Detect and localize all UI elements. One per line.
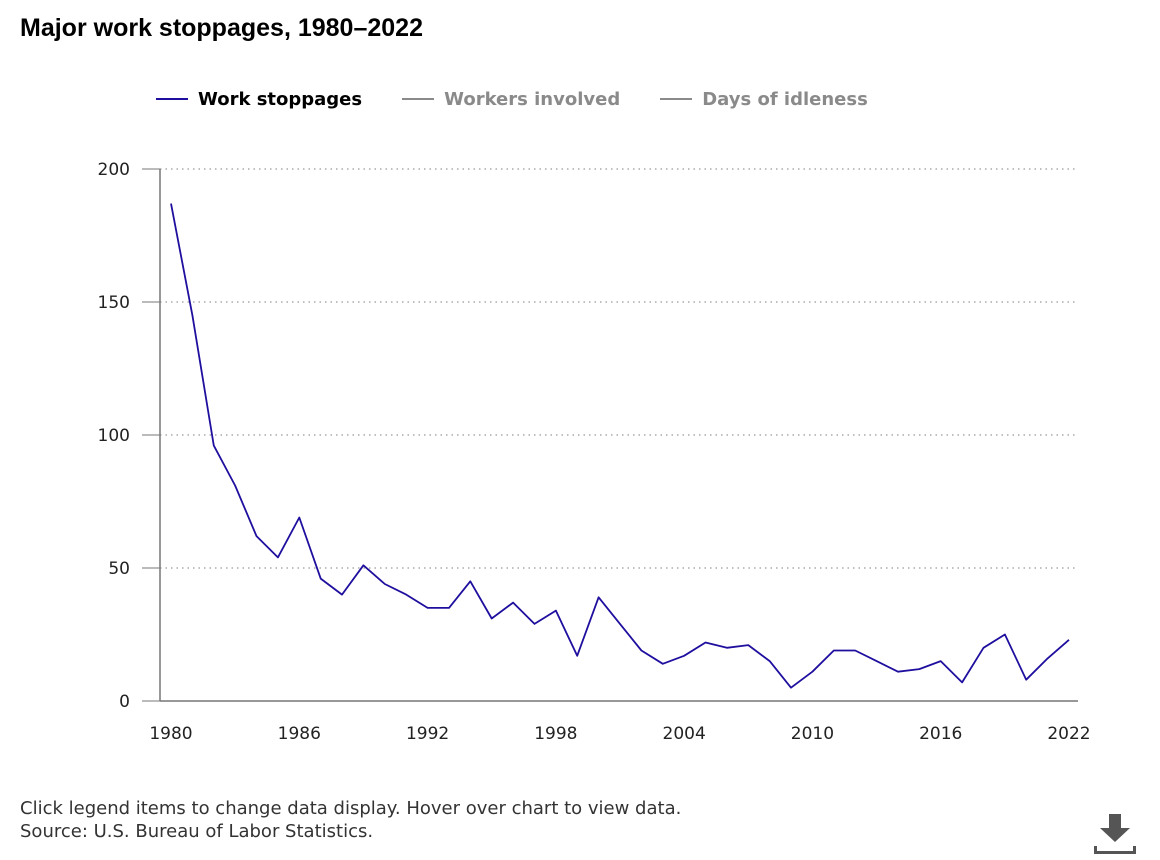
download-icon[interactable] bbox=[1092, 812, 1138, 856]
legend: Work stoppages Workers involved Days of … bbox=[156, 86, 908, 112]
data-point-1991[interactable] bbox=[401, 590, 411, 600]
tick-label-y-100: 100 bbox=[98, 426, 130, 446]
tick-label-x-1980: 1980 bbox=[149, 724, 192, 744]
data-point-1984[interactable] bbox=[252, 531, 262, 541]
gridlines bbox=[160, 168, 1078, 569]
tick-label-x-1998: 1998 bbox=[534, 724, 577, 744]
data-point-1983[interactable] bbox=[230, 481, 240, 491]
legend-label-work-stoppages: Work stoppages bbox=[198, 88, 363, 110]
data-point-1997[interactable] bbox=[529, 619, 539, 629]
tick-label-x-1992: 1992 bbox=[406, 724, 449, 744]
data-point-1986[interactable] bbox=[294, 512, 304, 522]
legend-swatch-days-of-idleness bbox=[660, 98, 693, 100]
tick-label-y-150: 150 bbox=[98, 293, 130, 313]
data-point-1985[interactable] bbox=[273, 552, 283, 562]
data-point-2001[interactable] bbox=[615, 619, 625, 629]
data-point-2004[interactable] bbox=[679, 651, 689, 661]
data-point-1989[interactable] bbox=[358, 560, 368, 570]
tick-label-y-50: 50 bbox=[108, 559, 130, 579]
data-point-2016[interactable] bbox=[936, 656, 946, 666]
data-point-2020[interactable] bbox=[1021, 675, 1031, 685]
tick-label-x-2004: 2004 bbox=[663, 724, 706, 744]
data-point-1995[interactable] bbox=[487, 614, 497, 624]
data-point-2000[interactable] bbox=[594, 592, 604, 602]
source-text: Source: U.S. Bureau of Labor Statistics. bbox=[20, 821, 374, 842]
legend-swatch-work-stoppages bbox=[156, 98, 188, 100]
data-point-2009[interactable] bbox=[786, 683, 796, 693]
data-point-1990[interactable] bbox=[380, 579, 390, 589]
tick-label-x-2016: 2016 bbox=[919, 724, 962, 744]
data-point-2017[interactable] bbox=[957, 677, 967, 687]
data-point-1994[interactable] bbox=[465, 576, 475, 586]
data-point-1996[interactable] bbox=[508, 598, 518, 608]
data-point-2007[interactable] bbox=[743, 640, 753, 650]
legend-item-work-stoppages[interactable]: Work stoppages bbox=[156, 89, 362, 110]
data-point-2014[interactable] bbox=[893, 667, 903, 677]
data-point-1987[interactable] bbox=[316, 574, 326, 584]
line-chart[interactable]: 0 50 100 150 200 1980 1986 1992 1998 2004 2010 2016… bbox=[0, 0, 1160, 790]
data-point-2010[interactable] bbox=[807, 667, 817, 677]
data-point-1981[interactable] bbox=[187, 310, 197, 320]
tick-label-x-1986: 1986 bbox=[278, 724, 321, 744]
axes: 0 50 100 150 200 1980 1986 1992 1998 2004 2010 2016… bbox=[98, 160, 1091, 744]
legend-item-workers-involved[interactable]: Workers involved bbox=[402, 89, 620, 110]
data-point-2013[interactable] bbox=[872, 656, 882, 666]
data-point-1998[interactable] bbox=[551, 606, 561, 616]
data-point-2006[interactable] bbox=[722, 643, 732, 653]
tick-label-y-200: 200 bbox=[98, 160, 130, 180]
data-point-2015[interactable] bbox=[914, 664, 924, 674]
data-point-2003[interactable] bbox=[658, 659, 668, 669]
chart-title: Major work stoppages, 1980–2022 bbox=[20, 14, 423, 42]
data-point-1992[interactable] bbox=[423, 603, 433, 613]
data-point-2022[interactable] bbox=[1064, 635, 1074, 645]
legend-label-workers-involved: Workers involved bbox=[444, 88, 621, 110]
legend-item-days-of-idleness[interactable]: Days of idleness bbox=[660, 89, 868, 110]
tick-label-x-2022: 2022 bbox=[1047, 724, 1090, 744]
data-point-1988[interactable] bbox=[337, 590, 347, 600]
tick-label-x-2010: 2010 bbox=[791, 724, 834, 744]
data-point-2021[interactable] bbox=[1043, 653, 1053, 663]
legend-swatch-workers-involved bbox=[402, 98, 435, 100]
instructions-text: Click legend items to change data displa… bbox=[20, 798, 682, 819]
data-point-1980[interactable] bbox=[166, 199, 176, 209]
tick-label-y-0: 0 bbox=[119, 692, 130, 712]
data-point-2018[interactable] bbox=[978, 643, 988, 653]
series-lines bbox=[166, 199, 1074, 693]
data-point-1982[interactable] bbox=[209, 441, 219, 451]
data-point-2011[interactable] bbox=[829, 645, 839, 655]
data-point-2012[interactable] bbox=[850, 645, 860, 655]
data-point-2002[interactable] bbox=[636, 645, 646, 655]
legend-label-days-of-idleness: Days of idleness bbox=[702, 88, 868, 110]
data-point-2019[interactable] bbox=[1000, 630, 1010, 640]
data-point-2005[interactable] bbox=[701, 637, 711, 647]
data-point-1993[interactable] bbox=[444, 603, 454, 613]
data-point-1999[interactable] bbox=[572, 651, 582, 661]
footnote: Click legend items to change data displa… bbox=[20, 797, 681, 843]
series-line-0[interactable] bbox=[170, 203, 1070, 689]
data-point-2008[interactable] bbox=[765, 656, 775, 666]
